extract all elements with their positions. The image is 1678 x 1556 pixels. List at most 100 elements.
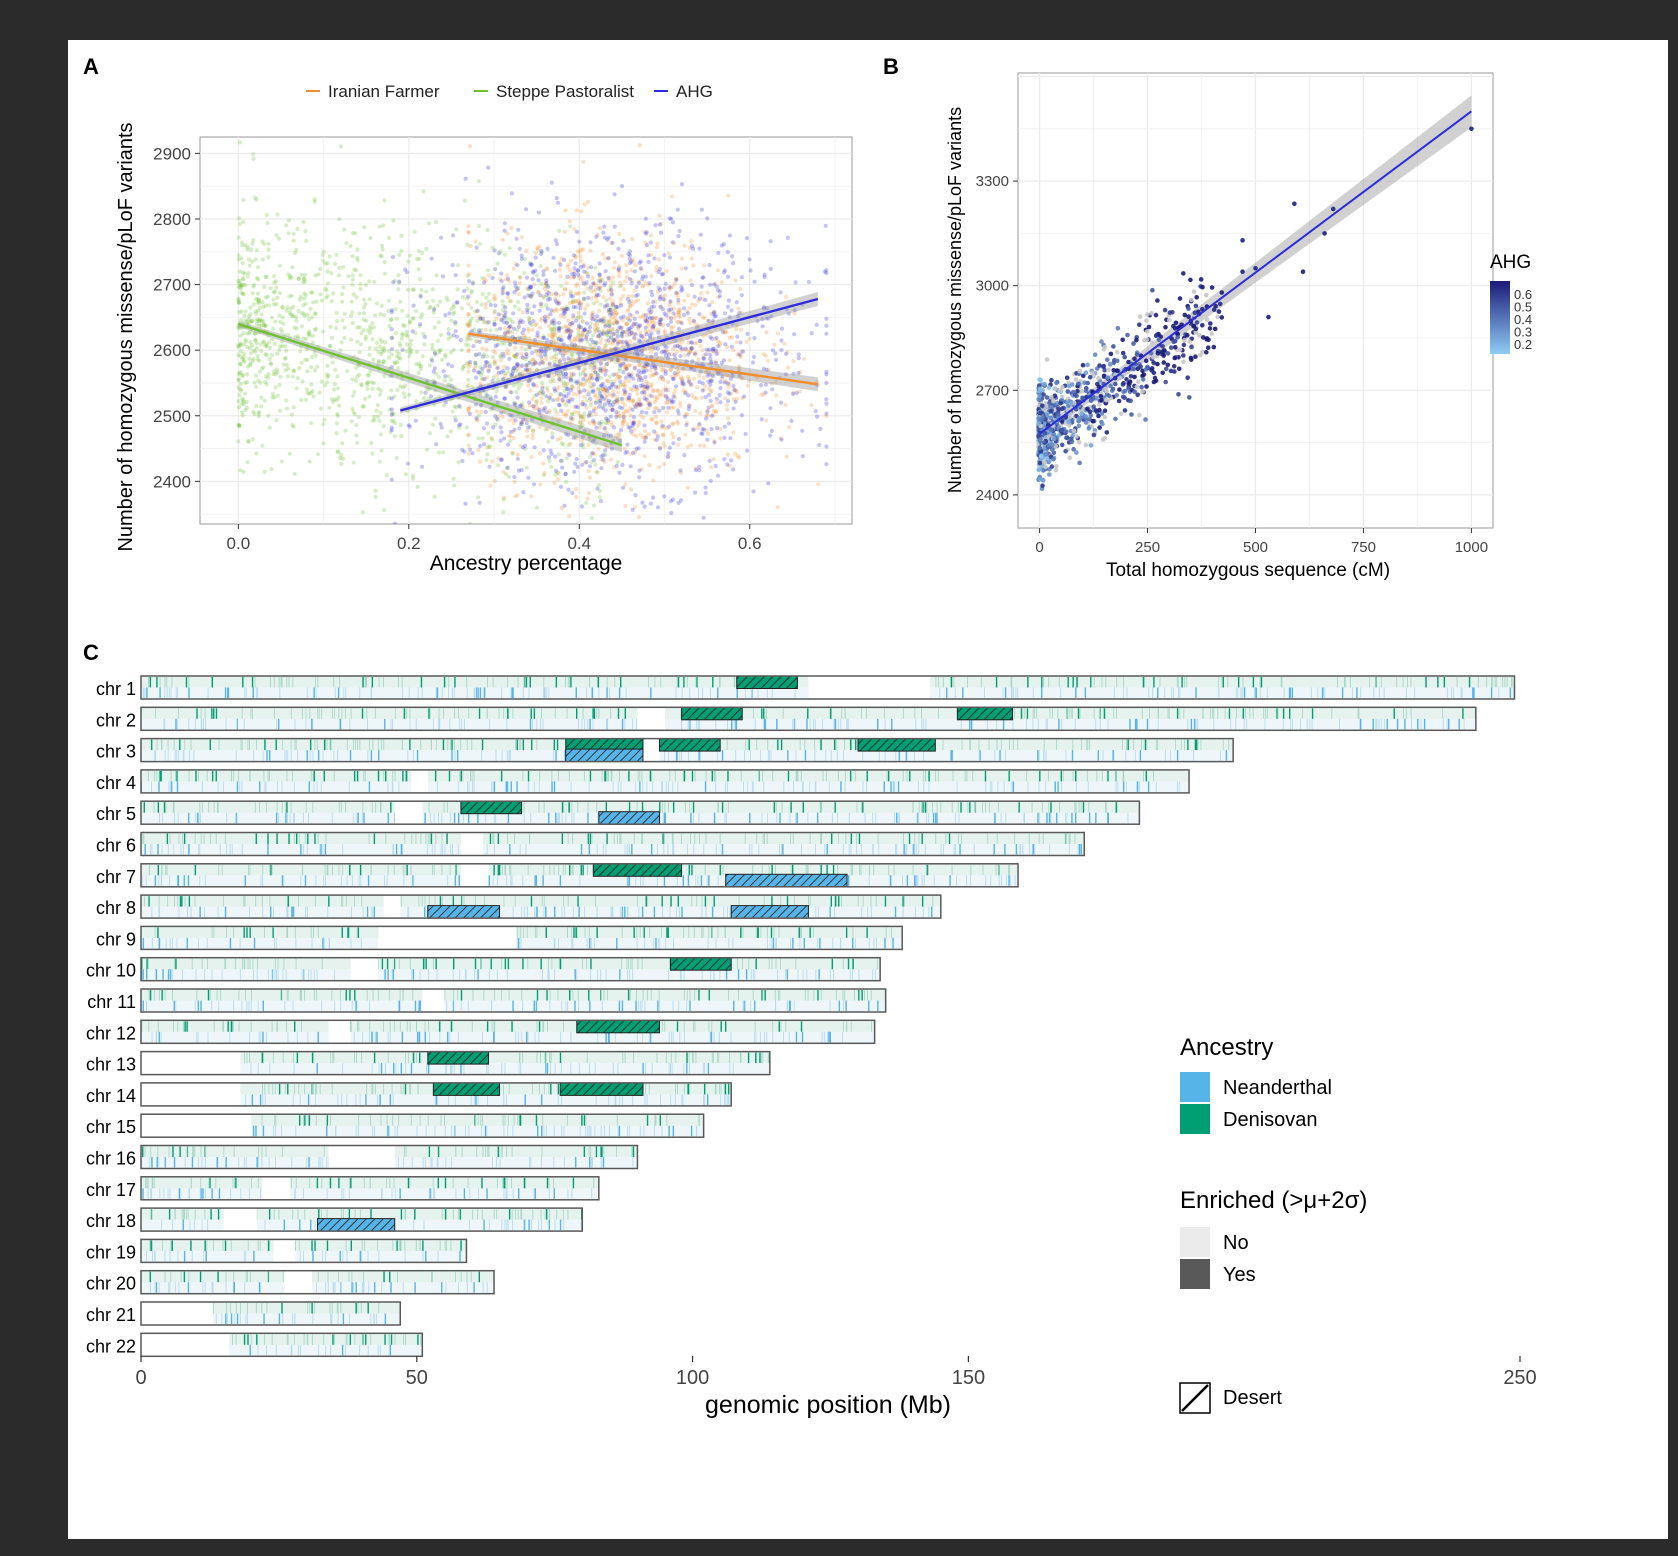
data-point bbox=[548, 312, 553, 317]
data-point bbox=[515, 362, 521, 367]
data-point bbox=[491, 296, 496, 301]
data-point bbox=[278, 374, 283, 379]
data-point bbox=[479, 369, 485, 375]
data-point bbox=[272, 289, 277, 294]
data-point bbox=[676, 298, 681, 303]
data-point bbox=[253, 257, 258, 262]
data-point bbox=[568, 291, 573, 296]
data-point bbox=[236, 253, 241, 258]
data-point bbox=[652, 410, 657, 415]
data-point bbox=[368, 369, 373, 374]
data-point bbox=[479, 302, 484, 307]
data-point bbox=[237, 423, 242, 428]
data-point bbox=[494, 316, 499, 321]
data-point bbox=[453, 418, 458, 423]
data-point bbox=[271, 302, 277, 307]
data-point bbox=[405, 313, 410, 318]
figure: A B C 0.0 0.2 0.4 0.6 2400 2500 2600 2700 2800 2… bbox=[68, 40, 1668, 1539]
data-point bbox=[697, 373, 702, 378]
data-point bbox=[671, 441, 676, 446]
data-point bbox=[657, 408, 662, 413]
data-point bbox=[1037, 460, 1043, 466]
data-point bbox=[483, 305, 488, 310]
data-point bbox=[585, 378, 591, 383]
data-point bbox=[449, 377, 454, 382]
data-point bbox=[517, 307, 522, 312]
data-point bbox=[691, 427, 696, 432]
data-point bbox=[1153, 312, 1159, 318]
data-point bbox=[789, 418, 794, 423]
data-point bbox=[257, 305, 262, 310]
data-point bbox=[292, 471, 297, 476]
data-point bbox=[579, 315, 584, 320]
data-point bbox=[661, 349, 666, 354]
data-point bbox=[706, 405, 711, 410]
data-point bbox=[582, 328, 587, 333]
data-point bbox=[537, 244, 542, 249]
data-point bbox=[1193, 354, 1198, 360]
data-point bbox=[588, 240, 593, 245]
data-point bbox=[717, 294, 723, 299]
data-point bbox=[498, 425, 503, 430]
data-point bbox=[570, 352, 575, 357]
data-point bbox=[301, 276, 306, 281]
data-point bbox=[651, 299, 656, 305]
data-point bbox=[647, 308, 652, 313]
data-point bbox=[624, 408, 629, 413]
data-point bbox=[714, 335, 719, 341]
data-point bbox=[239, 283, 244, 288]
data-point bbox=[526, 326, 531, 331]
data-point bbox=[555, 200, 561, 205]
data-point bbox=[784, 454, 789, 459]
data-point bbox=[303, 229, 308, 234]
data-point bbox=[291, 368, 296, 373]
data-point bbox=[610, 402, 616, 407]
data-point bbox=[498, 249, 503, 254]
data-point bbox=[824, 331, 829, 336]
data-point bbox=[681, 312, 687, 318]
figure-svg: A B C 0.0 0.2 0.4 0.6 240025002600270028002… bbox=[83, 54, 1537, 1419]
data-point bbox=[623, 379, 628, 384]
data-point bbox=[475, 318, 480, 323]
data-point bbox=[609, 287, 614, 292]
data-point bbox=[597, 530, 601, 534]
data-point bbox=[1137, 322, 1142, 328]
data-point bbox=[824, 271, 829, 276]
data-point bbox=[403, 472, 408, 477]
data-point bbox=[516, 299, 521, 305]
data-point bbox=[402, 323, 407, 328]
data-point bbox=[402, 383, 408, 388]
data-point bbox=[529, 494, 534, 499]
data-point bbox=[496, 463, 501, 468]
data-point bbox=[475, 308, 480, 313]
data-point bbox=[564, 280, 569, 285]
data-point bbox=[619, 363, 624, 368]
data-point bbox=[258, 380, 263, 385]
data-point bbox=[764, 418, 769, 423]
data-point bbox=[1159, 349, 1165, 355]
data-point bbox=[817, 442, 822, 448]
data-point bbox=[576, 314, 581, 319]
data-point bbox=[662, 293, 668, 298]
data-point bbox=[596, 333, 601, 339]
data-point bbox=[674, 290, 679, 295]
data-point bbox=[342, 335, 347, 341]
data-point bbox=[558, 262, 563, 267]
data-point bbox=[718, 400, 723, 405]
data-point bbox=[700, 275, 705, 280]
data-point bbox=[440, 274, 446, 279]
data-point bbox=[1113, 381, 1118, 387]
data-point bbox=[579, 504, 584, 509]
data-point bbox=[262, 469, 267, 474]
data-point bbox=[547, 395, 552, 400]
data-point bbox=[493, 267, 498, 272]
data-point bbox=[1087, 374, 1093, 380]
data-point bbox=[457, 403, 462, 408]
data-point bbox=[530, 311, 535, 316]
data-point bbox=[611, 265, 617, 270]
data-point bbox=[568, 377, 573, 382]
data-point bbox=[1155, 361, 1160, 367]
data-point bbox=[796, 352, 801, 357]
data-point bbox=[260, 443, 265, 448]
data-point bbox=[515, 395, 520, 400]
